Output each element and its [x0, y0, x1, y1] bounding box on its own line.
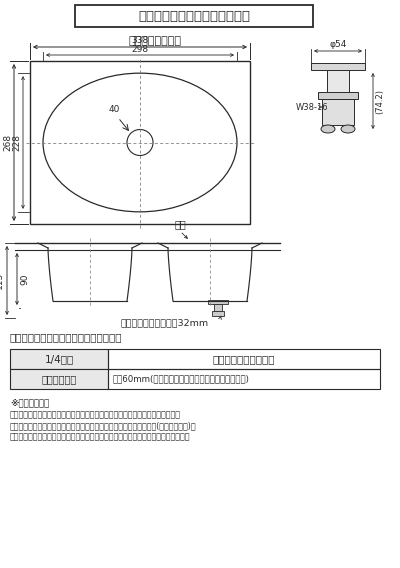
Text: 〈レクタングル〉: 〈レクタングル〉 [128, 36, 182, 46]
Bar [10, 349, 108, 369]
Bar [10, 369, 108, 389]
Bar [108, 369, 380, 389]
Bar [75, 5, 313, 27]
Text: 298: 298 [132, 45, 148, 54]
Text: 丸型排水栓　パイプ径32mm: 丸型排水栓 パイプ径32mm [121, 319, 209, 328]
Text: 現品で合わせて下さい: 現品で合わせて下さい [213, 354, 275, 364]
Text: 228: 228 [12, 134, 21, 151]
Text: W38-16: W38-16 [296, 102, 329, 111]
Bar [318, 92, 358, 99]
Text: 定期的にスポンジ等のやわらかい物でお手入れいただければ充分です(中性洗剤使用)。: 定期的にスポンジ等のやわらかい物でお手入れいただければ充分です(中性洗剤使用)。 [10, 421, 197, 430]
Text: 天板: 天板 [174, 219, 186, 229]
Text: 天板据え置き: 天板据え置き [41, 374, 77, 384]
Ellipse shape [341, 125, 355, 133]
Bar [214, 304, 222, 311]
Text: 浸透防護材によるオーバーコーティングが施してある為、お手入れは簡単です。: 浸透防護材によるオーバーコーティングが施してある為、お手入れは簡単です。 [10, 410, 181, 419]
Text: 約　60mm(天板固定用フランジを別途ご用意下さい): 約 60mm(天板固定用フランジを別途ご用意下さい) [113, 374, 250, 383]
Text: (74.2): (74.2) [375, 89, 384, 114]
Bar [212, 311, 224, 316]
Ellipse shape [321, 125, 335, 133]
Text: 穴あけ設置する場合の開口寸法（参考）: 穴あけ設置する場合の開口寸法（参考） [10, 332, 122, 342]
Text: φ54: φ54 [329, 40, 347, 49]
Text: 40: 40 [108, 106, 120, 115]
Text: 防護材を保護する為クレンザー・洗剤・研磨剤・たわし等は使用しないでください。: 防護材を保護する為クレンザー・洗剤・研磨剤・たわし等は使用しないでください。 [10, 432, 190, 441]
Text: ※お手入れ方法: ※お手入れ方法 [10, 399, 49, 408]
Bar [322, 99, 354, 125]
Text: ファボリ　タイル製洗面ボウル: ファボリ タイル製洗面ボウル [138, 10, 250, 23]
Bar [311, 63, 365, 70]
Bar [108, 349, 380, 369]
Text: 90: 90 [20, 273, 29, 285]
Bar [30, 61, 250, 224]
Bar [208, 300, 228, 304]
Text: 1/4埋め: 1/4埋め [44, 354, 74, 364]
Text: 268: 268 [3, 134, 12, 151]
Text: 115: 115 [0, 272, 4, 289]
Bar [327, 70, 349, 93]
Text: 338: 338 [131, 36, 149, 45]
